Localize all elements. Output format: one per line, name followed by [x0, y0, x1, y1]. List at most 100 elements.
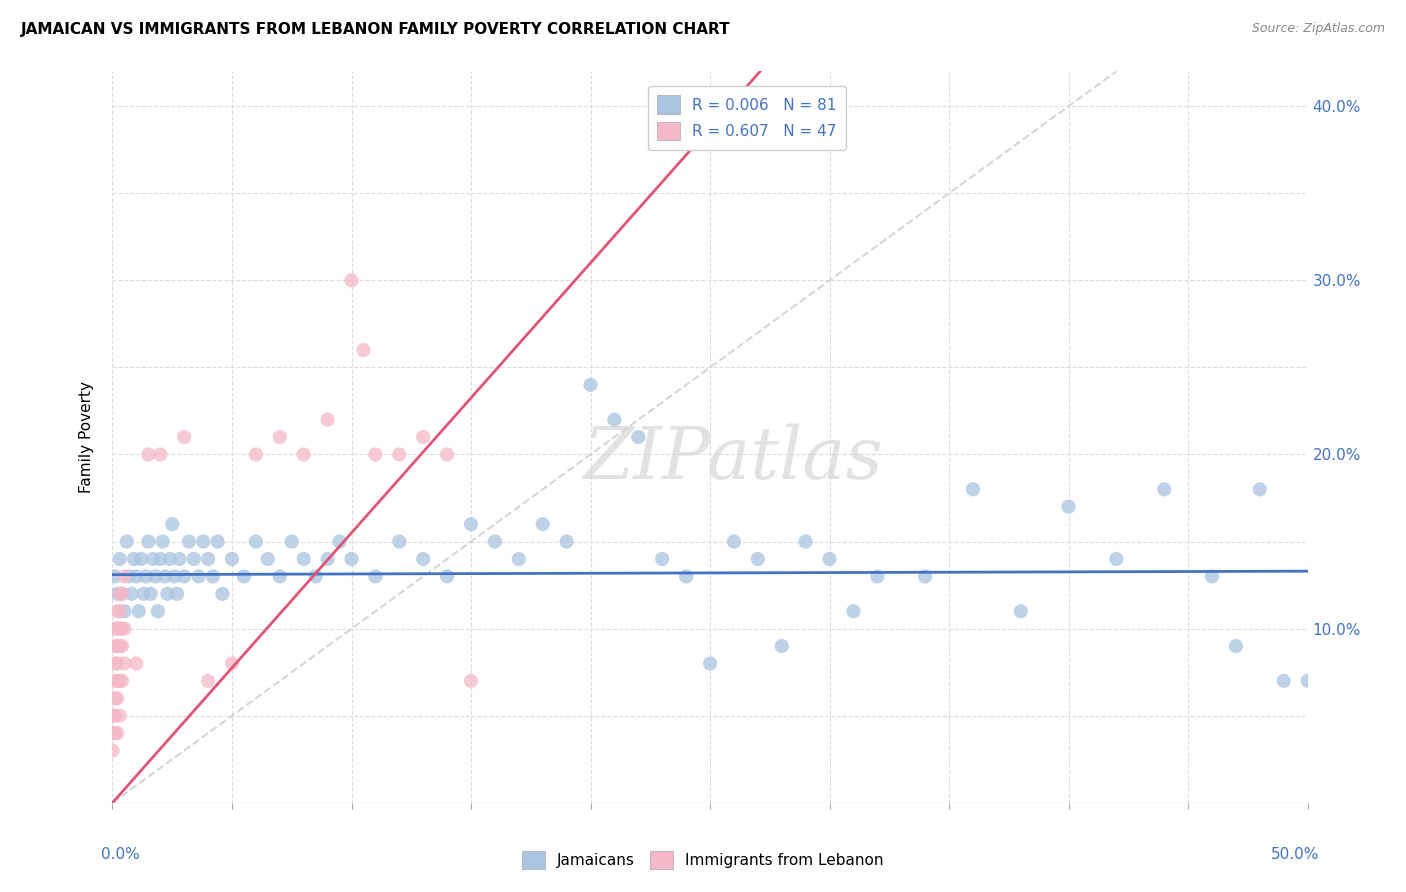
Point — [842, 604, 865, 618]
Point — [770, 639, 793, 653]
Point — [723, 534, 745, 549]
Point — [281, 534, 304, 549]
Point — [111, 587, 134, 601]
Point — [166, 587, 188, 601]
Point — [125, 569, 148, 583]
Point — [105, 726, 128, 740]
Point — [436, 448, 458, 462]
Point — [108, 673, 131, 688]
Point — [531, 517, 554, 532]
Point — [651, 552, 673, 566]
Point — [316, 412, 339, 426]
Point — [173, 430, 195, 444]
Point — [105, 604, 128, 618]
Point — [135, 569, 157, 583]
Point — [108, 587, 131, 601]
Point — [132, 587, 155, 601]
Point — [105, 673, 128, 688]
Point — [159, 552, 181, 566]
Point — [1225, 639, 1247, 653]
Point — [1201, 569, 1223, 583]
Point — [163, 569, 186, 583]
Point — [962, 483, 984, 497]
Point — [305, 569, 328, 583]
Legend: R = 0.006   N = 81, R = 0.607   N = 47: R = 0.006 N = 81, R = 0.607 N = 47 — [648, 87, 846, 150]
Point — [111, 639, 134, 653]
Point — [627, 430, 650, 444]
Point — [111, 673, 134, 688]
Point — [105, 639, 128, 653]
Point — [104, 639, 127, 653]
Point — [114, 569, 135, 583]
Point — [139, 587, 162, 601]
Point — [292, 552, 315, 566]
Point — [269, 430, 291, 444]
Point — [233, 569, 256, 583]
Point — [197, 673, 219, 688]
Point — [138, 448, 160, 462]
Point — [914, 569, 936, 583]
Point — [118, 569, 141, 583]
Point — [484, 534, 506, 549]
Point — [818, 552, 841, 566]
Point — [146, 604, 169, 618]
Point — [125, 657, 148, 671]
Point — [269, 569, 291, 583]
Point — [187, 569, 209, 583]
Point — [1105, 552, 1128, 566]
Point — [105, 587, 128, 601]
Point — [329, 534, 352, 549]
Point — [555, 534, 578, 549]
Point — [114, 604, 135, 618]
Point — [108, 708, 131, 723]
Text: 0.0%: 0.0% — [101, 847, 139, 862]
Point — [111, 622, 134, 636]
Point — [169, 552, 191, 566]
Point — [1153, 483, 1175, 497]
Text: ZIPatlas: ZIPatlas — [583, 424, 884, 494]
Point — [211, 587, 233, 601]
Point — [129, 552, 152, 566]
Point — [1057, 500, 1080, 514]
Point — [111, 587, 134, 601]
Point — [145, 569, 167, 583]
Point — [115, 534, 138, 549]
Point — [1010, 604, 1032, 618]
Point — [104, 622, 127, 636]
Point — [104, 657, 127, 671]
Point — [221, 657, 243, 671]
Text: JAMAICAN VS IMMIGRANTS FROM LEBANON FAMILY POVERTY CORRELATION CHART: JAMAICAN VS IMMIGRANTS FROM LEBANON FAMI… — [21, 22, 731, 37]
Point — [197, 552, 219, 566]
Point — [105, 657, 128, 671]
Point — [104, 691, 127, 706]
Point — [699, 657, 721, 671]
Point — [412, 430, 434, 444]
Point — [156, 587, 179, 601]
Point — [675, 569, 697, 583]
Point — [412, 552, 434, 566]
Point — [794, 534, 817, 549]
Point — [114, 622, 135, 636]
Point — [508, 552, 530, 566]
Point — [340, 273, 363, 287]
Y-axis label: Family Poverty: Family Poverty — [79, 381, 94, 493]
Point — [340, 552, 363, 566]
Point — [747, 552, 769, 566]
Point — [104, 569, 127, 583]
Point — [153, 569, 176, 583]
Point — [292, 448, 315, 462]
Point — [352, 343, 374, 357]
Point — [114, 657, 135, 671]
Legend: Jamaicans, Immigrants from Lebanon: Jamaicans, Immigrants from Lebanon — [516, 845, 890, 875]
Point — [221, 552, 243, 566]
Point — [104, 673, 127, 688]
Point — [1249, 483, 1271, 497]
Point — [149, 448, 172, 462]
Point — [579, 377, 602, 392]
Point — [152, 534, 174, 549]
Point — [142, 552, 165, 566]
Point — [108, 622, 131, 636]
Point — [388, 448, 411, 462]
Point — [201, 569, 224, 583]
Point — [105, 622, 128, 636]
